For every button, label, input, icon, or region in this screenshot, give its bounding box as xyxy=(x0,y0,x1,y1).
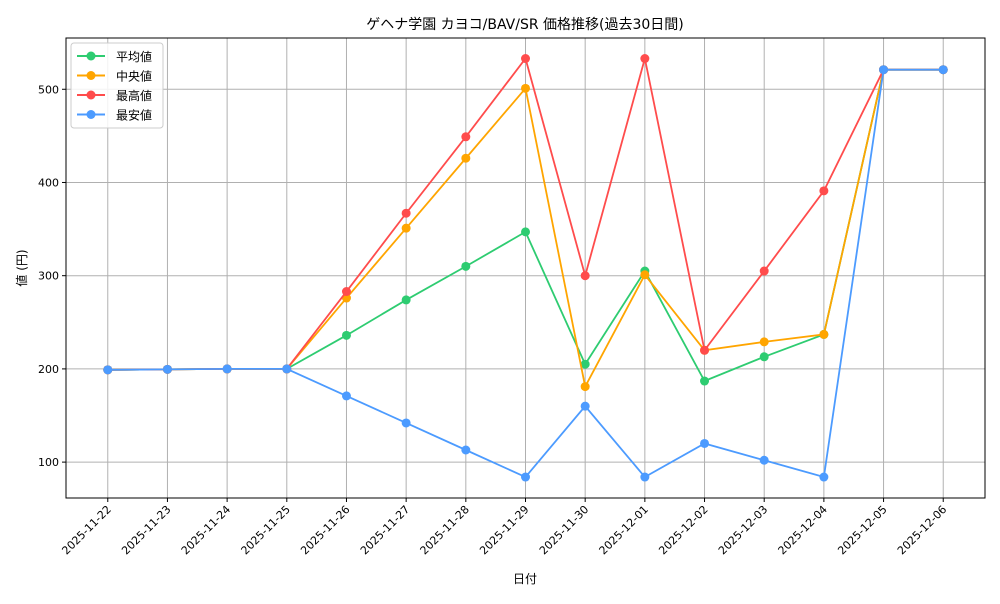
x-axis: 2025-11-22 2025-11-23 2025-11-24 2025-11-25… xyxy=(59,498,949,557)
data-point xyxy=(759,352,769,362)
y-tick-label: 100 xyxy=(38,456,59,469)
data-point xyxy=(461,261,471,271)
x-tick-label: 2025-11-26 xyxy=(298,503,352,557)
data-point xyxy=(103,365,113,375)
data-point xyxy=(759,266,769,276)
x-tick-label: 2025-11-24 xyxy=(179,503,233,557)
data-point xyxy=(938,65,948,75)
data-point xyxy=(580,271,590,281)
x-axis-label: 日付 xyxy=(513,572,537,586)
data-point xyxy=(879,65,889,75)
chart-title: ゲヘナ学園 カヨコ/BAV/SR 価格推移(過去30日間) xyxy=(366,17,684,33)
legend-marker xyxy=(86,71,96,80)
x-tick-label: 2025-11-28 xyxy=(418,503,472,557)
data-point xyxy=(580,401,590,411)
x-tick-label: 2025-12-01 xyxy=(597,503,651,557)
data-point xyxy=(700,376,710,386)
legend-marker xyxy=(86,51,96,61)
data-point xyxy=(580,359,590,369)
x-tick-label: 2025-12-06 xyxy=(895,503,949,557)
data-point xyxy=(819,472,829,482)
legend-label: 最高値 xyxy=(116,88,152,103)
y-tick-label: 500 xyxy=(38,83,59,96)
data-point xyxy=(759,455,769,465)
x-tick-label: 2025-11-25 xyxy=(239,503,293,557)
data-point xyxy=(521,83,530,93)
data-point xyxy=(401,223,411,233)
data-point xyxy=(461,132,471,142)
y-tick-label: 300 xyxy=(38,270,59,283)
x-tick-label: 2025-12-02 xyxy=(656,503,710,557)
data-point xyxy=(162,364,172,374)
y-axis: 100 200 300 400 500 xyxy=(38,83,66,469)
legend-marker xyxy=(86,90,96,100)
data-point xyxy=(401,208,411,218)
y-axis-label: 値 (円) xyxy=(14,249,29,286)
data-point xyxy=(700,438,710,448)
data-point xyxy=(341,287,351,297)
x-tick-label: 2025-12-04 xyxy=(776,503,830,557)
data-point xyxy=(521,54,530,64)
data-point xyxy=(222,364,232,374)
x-tick-label: 2025-11-29 xyxy=(477,503,531,557)
legend-label: 最安値 xyxy=(116,108,152,123)
grid xyxy=(66,38,985,498)
data-point xyxy=(819,186,829,196)
y-tick-label: 200 xyxy=(38,363,59,376)
data-point xyxy=(461,153,471,163)
data-point xyxy=(521,227,530,237)
x-tick-label: 2025-11-23 xyxy=(119,503,173,557)
data-point xyxy=(819,329,829,339)
x-tick-label: 2025-12-03 xyxy=(716,503,770,557)
data-point xyxy=(700,345,710,355)
x-tick-label: 2025-11-22 xyxy=(59,503,113,557)
data-point xyxy=(759,337,769,347)
x-tick-label: 2025-12-05 xyxy=(835,503,889,557)
data-point xyxy=(640,270,650,280)
data-point xyxy=(341,330,351,340)
legend-marker xyxy=(86,110,96,119)
y-tick-label: 400 xyxy=(38,176,59,189)
x-tick-label: 2025-11-27 xyxy=(358,503,412,557)
data-point xyxy=(580,382,590,392)
series-3 xyxy=(103,65,948,482)
data-point xyxy=(282,364,292,374)
data-point xyxy=(341,391,351,401)
legend-label: 中央値 xyxy=(116,69,152,84)
data-point xyxy=(461,445,471,455)
legend-label: 平均値 xyxy=(116,49,152,64)
data-point xyxy=(640,54,650,64)
legend-box xyxy=(70,42,164,129)
series-group xyxy=(103,54,948,482)
data-point xyxy=(401,418,411,428)
data-point xyxy=(401,295,411,305)
data-point xyxy=(640,472,650,482)
x-tick-label: 2025-11-30 xyxy=(537,503,591,557)
data-point xyxy=(521,472,530,482)
